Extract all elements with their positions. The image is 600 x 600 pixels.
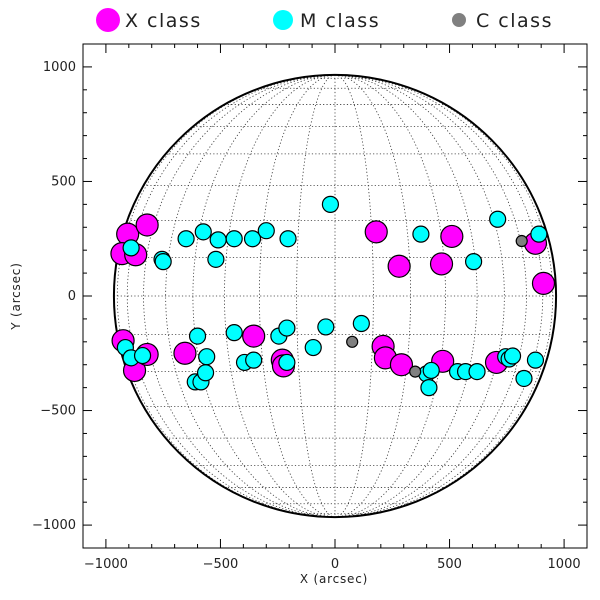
c-class-flare-point	[409, 365, 422, 378]
m-class-flare-point	[321, 195, 340, 213]
legend-m-class-label: M class	[300, 10, 380, 32]
x-class-flare-point	[531, 271, 556, 295]
legend-x-class-label: X class	[125, 10, 202, 32]
c-class-flare-point	[346, 335, 359, 348]
x-axis-label: X (arcsec)	[300, 572, 368, 586]
x-class-flare-point	[135, 213, 159, 237]
legend-m-class: M class	[273, 10, 380, 32]
x-class-flare-point	[440, 224, 464, 249]
m-class-flare-point	[530, 225, 548, 243]
legend-x-class-marker	[96, 8, 120, 32]
c-class-flare-point	[515, 234, 528, 248]
longitude-line	[192, 74, 336, 518]
m-class-flare-point	[279, 230, 297, 248]
m-class-flare-point	[122, 239, 140, 257]
legend-x-class: X class	[96, 8, 202, 32]
y-tick-label: 1000	[43, 60, 76, 75]
m-class-flare-point	[196, 364, 215, 382]
x-class-flare-point	[389, 353, 414, 377]
legend-m-class-marker	[273, 10, 293, 30]
x-tick-label: −500	[203, 557, 239, 572]
m-class-flare-point	[468, 363, 486, 381]
m-class-flare-point	[225, 324, 243, 342]
solar-disk	[112, 73, 558, 519]
x-class-flare-point	[173, 341, 197, 365]
m-class-flare-point	[526, 351, 545, 369]
longitude-line	[165, 74, 336, 518]
y-tick-label: −500	[40, 404, 76, 419]
x-tick-label: 1000	[548, 557, 581, 572]
x-class-flare-point	[364, 220, 388, 244]
longitude-line	[334, 74, 543, 518]
m-class-flare-point	[503, 347, 522, 365]
m-class-flare-point	[225, 230, 243, 248]
m-class-flare-point	[194, 223, 212, 241]
x-tick-label: −1000	[84, 557, 128, 572]
legend-c-class: C class	[452, 10, 553, 32]
longitude-line	[143, 74, 336, 518]
m-class-flare-point	[154, 253, 172, 271]
m-class-flare-point	[412, 225, 430, 243]
x-tick-label: 0	[331, 557, 339, 572]
y-axis-label: Y (arcsec)	[9, 262, 23, 330]
y-tick-label: 0	[68, 289, 76, 304]
flare-points	[110, 195, 556, 397]
m-class-flare-point	[209, 231, 227, 249]
legend-c-class-marker	[452, 13, 466, 27]
longitude-line	[334, 74, 374, 518]
m-class-flare-point	[489, 210, 507, 228]
longitude-line	[334, 74, 527, 518]
m-class-flare-point	[422, 361, 440, 380]
m-class-flare-point	[278, 319, 296, 337]
y-tick-label: 500	[51, 174, 76, 189]
longitude-line	[127, 74, 336, 518]
m-class-flare-point	[207, 250, 225, 268]
m-class-flare-point	[317, 318, 335, 336]
m-class-flare-point	[420, 379, 438, 397]
m-class-flare-point	[278, 353, 296, 372]
x-class-flare-point	[387, 254, 411, 278]
m-class-flare-point	[352, 314, 370, 333]
x-tick-label: 500	[437, 557, 462, 572]
x-class-flare-point	[242, 324, 266, 348]
longitude-line	[334, 74, 505, 518]
y-tick-label: −1000	[32, 518, 76, 533]
m-class-flare-point	[515, 369, 533, 388]
m-class-flare-point	[304, 338, 322, 357]
m-class-flare-point	[257, 222, 275, 240]
axis-ticks: −1000 −500 0 500 1000 −1000 −500 0 500 1000	[32, 44, 587, 572]
m-class-flare-point	[177, 230, 195, 248]
legend: X class M class C class	[96, 8, 553, 32]
m-class-flare-point	[188, 327, 207, 345]
m-class-flare-point	[198, 348, 216, 366]
x-class-flare-point	[429, 252, 454, 276]
legend-c-class-label: C class	[476, 10, 553, 32]
heliographic-grid	[113, 74, 557, 518]
solar-limb	[112, 73, 558, 519]
m-class-flare-point	[133, 346, 152, 365]
m-class-flare-point	[245, 351, 263, 369]
m-class-flare-point	[465, 253, 483, 271]
m-class-flare-point	[243, 230, 262, 248]
longitude-line	[334, 74, 478, 518]
